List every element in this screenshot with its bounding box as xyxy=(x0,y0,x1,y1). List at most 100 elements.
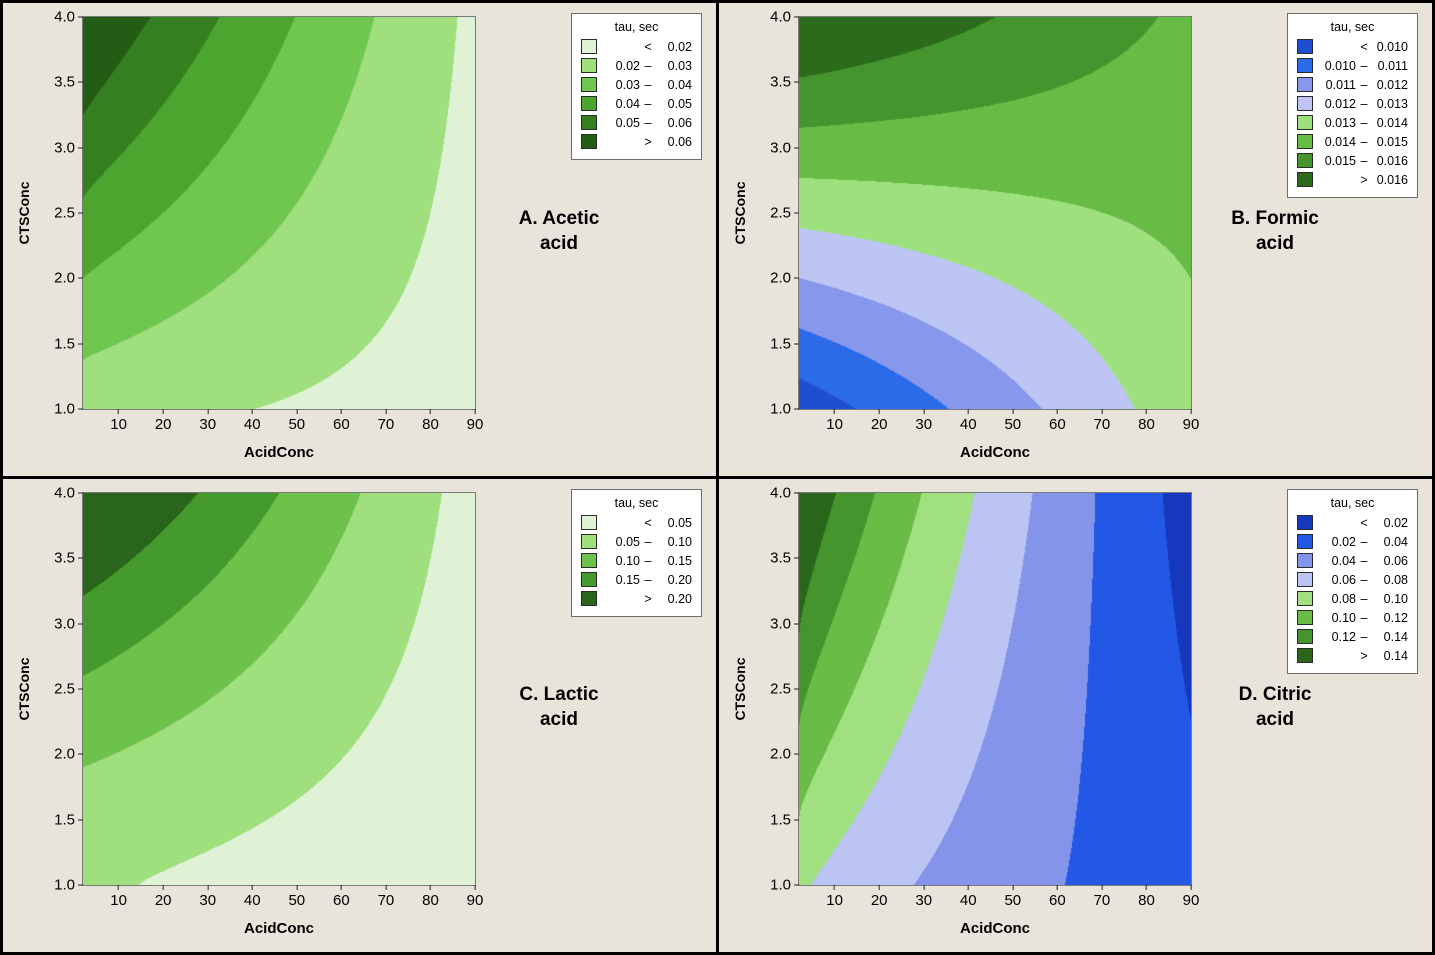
legend-swatch xyxy=(1297,553,1313,568)
panel-title: D. Citric acid xyxy=(1195,683,1355,732)
x-tick-mark xyxy=(967,409,969,414)
legend-row: 0.04–0.06 xyxy=(1297,551,1408,570)
legend-swatch xyxy=(1297,134,1313,149)
y-tick: 1.5 xyxy=(770,811,799,828)
legend-row: 0.05–0.10 xyxy=(581,532,692,551)
x-tick-mark xyxy=(923,885,925,890)
x-tick: 90 xyxy=(466,409,484,433)
legend: tau, sec <0.02 0.02–0.04 0.04–0.06 0.06–0.0… xyxy=(1287,489,1418,674)
x-tick-label: 10 xyxy=(110,892,127,909)
legend-row: 0.05–0.06 xyxy=(581,113,692,132)
panel-title-line2: acid xyxy=(539,232,579,254)
legend-value-low: 0.015 xyxy=(1324,153,1356,168)
panel-title-line2: acid xyxy=(539,708,579,730)
legend-swatch xyxy=(1297,648,1313,663)
x-tick-label: 80 xyxy=(1138,892,1155,909)
x-tick-mark xyxy=(1056,409,1058,414)
y-tick-label: 2.5 xyxy=(770,204,791,222)
x-axis-label: AcidConc xyxy=(243,444,315,461)
x-tick: 40 xyxy=(244,885,261,909)
x-tick-mark xyxy=(296,409,298,414)
y-tick-label: 3.0 xyxy=(54,139,75,157)
legend-value-high: 0.20 xyxy=(667,572,692,587)
legend-separator: – xyxy=(1360,591,1368,606)
plot-area: 10 20 30 40 50 60 70 80 90 1.0 1.5 2.0 2.5 3.0 3.5 4.0 xyxy=(54,9,483,434)
y-tick: 3.0 xyxy=(770,615,799,632)
x-tick: 80 xyxy=(422,885,439,909)
y-tick: 1.0 xyxy=(54,401,83,418)
x-tick-mark xyxy=(251,409,253,414)
x-tick-label: 60 xyxy=(1049,416,1066,433)
x-tick-label: 40 xyxy=(243,892,261,909)
x-tick-mark xyxy=(340,885,342,890)
y-tick-label: 4.0 xyxy=(54,8,75,26)
legend-row: 0.10–0.15 xyxy=(581,551,692,570)
y-tick: 3.5 xyxy=(54,74,83,91)
legend-value-high: 0.04 xyxy=(1383,534,1408,549)
legend-value-high: 0.06 xyxy=(667,134,692,149)
x-tick: 10 xyxy=(826,409,843,433)
y-tick-label: 3.5 xyxy=(770,549,791,567)
legend-separator: – xyxy=(1360,115,1368,130)
legend-swatch xyxy=(581,591,597,606)
x-tick-mark xyxy=(1190,409,1192,414)
legend-separator: – xyxy=(644,534,652,549)
legend-row: 0.08–0.10 xyxy=(1297,589,1408,608)
legend-swatch xyxy=(581,39,597,54)
legend-separator: < xyxy=(1360,515,1368,530)
y-tick: 1.5 xyxy=(54,811,83,828)
legend-row: 0.012–0.013 xyxy=(1297,94,1408,113)
x-tick-label: 90 xyxy=(466,416,484,433)
legend-value-low: 0.08 xyxy=(1331,591,1356,606)
x-tick-label: 10 xyxy=(826,416,843,433)
y-tick-label: 2.5 xyxy=(770,680,791,698)
y-tick: 3.0 xyxy=(54,139,83,156)
legend-value-low: 0.04 xyxy=(1331,553,1356,568)
y-axis-label: CTSConc xyxy=(732,181,748,245)
y-tick: 2.0 xyxy=(770,270,799,287)
legend-swatch xyxy=(1297,572,1313,587)
x-tick-mark xyxy=(1012,409,1014,414)
legend-row: 0.10–0.12 xyxy=(1297,608,1408,627)
legend-value-high: 0.14 xyxy=(1383,629,1408,644)
y-tick: 2.0 xyxy=(770,746,799,763)
panel-title: B. Formic acid xyxy=(1195,207,1355,256)
legend-row: 0.06–0.08 xyxy=(1297,570,1408,589)
panel-title-line1: D. Citric xyxy=(1238,684,1312,705)
x-tick-mark xyxy=(385,885,387,890)
legend-value-high: 0.10 xyxy=(1383,591,1408,606)
x-tick-mark xyxy=(207,885,209,890)
legend-separator: – xyxy=(1360,553,1368,568)
x-axis-label: AcidConc xyxy=(243,920,315,937)
x-tick-mark xyxy=(162,885,164,890)
legend-value-high: 0.05 xyxy=(667,515,692,530)
panel-title-line1: A. Acetic xyxy=(518,208,600,229)
x-tick: 10 xyxy=(110,409,127,433)
x-tick-label: 30 xyxy=(199,892,217,909)
x-tick-mark xyxy=(1190,885,1192,890)
legend-row: >0.06 xyxy=(581,132,692,151)
x-tick-label: 70 xyxy=(377,416,395,433)
x-tick-mark xyxy=(1145,409,1147,414)
x-tick-mark xyxy=(251,885,253,890)
x-tick-mark xyxy=(340,409,342,414)
legend-swatch xyxy=(581,115,597,130)
legend-row: 0.015–0.016 xyxy=(1297,151,1408,170)
x-tick-label: 70 xyxy=(377,892,395,909)
legend-value-high: 0.10 xyxy=(667,534,692,549)
x-tick-mark xyxy=(118,409,120,414)
legend-separator: – xyxy=(1360,153,1368,168)
legend-value-low: 0.10 xyxy=(615,553,640,568)
legend-row: 0.010–0.011 xyxy=(1297,56,1408,75)
x-tick: 10 xyxy=(826,885,843,909)
x-tick: 40 xyxy=(244,409,261,433)
legend-value-high: 0.14 xyxy=(1383,648,1408,663)
x-tick-label: 30 xyxy=(915,416,933,433)
y-tick-label: 1.5 xyxy=(770,811,791,829)
legend-row: <0.02 xyxy=(581,37,692,56)
legend-value-low: 0.04 xyxy=(615,96,640,111)
y-tick-label: 3.5 xyxy=(770,73,791,91)
x-tick: 30 xyxy=(915,885,932,909)
y-tick: 2.0 xyxy=(54,270,83,287)
